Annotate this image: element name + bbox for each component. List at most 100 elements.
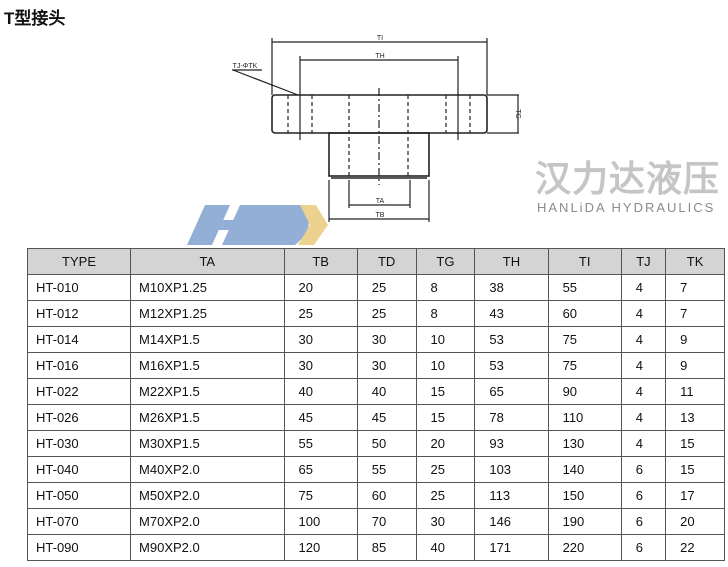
cell-th: 78 — [474, 404, 549, 431]
cell-th: 171 — [474, 534, 549, 561]
cell-ta: M26XP1.5 — [130, 404, 285, 431]
cell-type: HT-040 — [26, 456, 132, 483]
column-header-td: TD — [356, 248, 417, 275]
cell-type: HT-090 — [26, 534, 132, 561]
column-header-tk: TK — [665, 248, 725, 275]
cell-tj: 6 — [620, 508, 667, 535]
cell-th: 53 — [474, 352, 549, 379]
cell-type: HT-026 — [26, 404, 132, 431]
cell-tg: 10 — [415, 352, 476, 379]
column-header-th: TH — [474, 248, 549, 275]
cell-ta: M10XP1.25 — [130, 274, 285, 301]
cell-tb: 30 — [283, 352, 358, 379]
cell-ti: 150 — [547, 482, 622, 509]
cell-type: HT-022 — [26, 378, 132, 405]
cell-tk: 13 — [665, 404, 725, 431]
label-th: TH — [375, 53, 384, 60]
cell-tb: 25 — [283, 300, 358, 327]
column-header-tb: TB — [283, 248, 358, 275]
cell-tg: 25 — [415, 482, 476, 509]
cell-type: HT-030 — [26, 430, 132, 457]
cell-ta: M16XP1.5 — [130, 352, 285, 379]
label-tb: TB — [376, 212, 385, 219]
cell-th: 38 — [474, 274, 549, 301]
cell-tj: 4 — [620, 274, 667, 301]
cell-tk: 22 — [665, 534, 725, 561]
cell-ti: 140 — [547, 456, 622, 483]
cell-ta: M30XP1.5 — [130, 430, 285, 457]
cell-th: 146 — [474, 508, 549, 535]
cell-tj: 6 — [620, 534, 667, 561]
cell-tg: 25 — [415, 456, 476, 483]
cell-type: HT-014 — [26, 326, 132, 353]
page-title: T型接头 — [4, 9, 66, 28]
table-row: HT-014 M14XP1.5 30 30 10 53 75 4 9 — [26, 326, 725, 353]
table-row: HT-050 M50XP2.0 75 60 25 113 150 6 17 — [26, 482, 725, 509]
cell-tg: 8 — [415, 300, 476, 327]
cell-tj: 4 — [620, 300, 667, 327]
cell-td: 40 — [356, 378, 417, 405]
cell-type: HT-070 — [26, 508, 132, 535]
cell-ta: M40XP2.0 — [130, 456, 285, 483]
cell-th: 65 — [474, 378, 549, 405]
cell-tb: 55 — [283, 430, 358, 457]
cell-ta: M12XP1.25 — [130, 300, 285, 327]
table-row: HT-030 M30XP1.5 55 50 20 93 130 4 15 — [26, 430, 725, 457]
table-row: HT-022 M22XP1.5 40 40 15 65 90 4 11 — [26, 378, 725, 405]
cell-ta: M90XP2.0 — [130, 534, 285, 561]
label-tg: TG — [514, 109, 521, 119]
cell-tg: 15 — [415, 378, 476, 405]
cell-tj: 6 — [620, 482, 667, 509]
label-ta: TA — [376, 198, 385, 205]
cell-tb: 65 — [283, 456, 358, 483]
cell-tg: 20 — [415, 430, 476, 457]
cell-tk: 11 — [665, 378, 725, 405]
cell-tb: 120 — [283, 534, 358, 561]
cell-th: 53 — [474, 326, 549, 353]
watermark-cn: 汉力达液压 — [535, 159, 721, 200]
cell-tk: 17 — [665, 482, 725, 509]
cell-tk: 9 — [665, 352, 725, 379]
dimension-lines — [232, 38, 519, 222]
cell-ti: 55 — [547, 274, 622, 301]
cell-td: 25 — [356, 274, 417, 301]
cell-tb: 20 — [283, 274, 358, 301]
cell-ti: 130 — [547, 430, 622, 457]
cell-th: 103 — [474, 456, 549, 483]
cell-tk: 15 — [665, 430, 725, 457]
cell-ti: 60 — [547, 300, 622, 327]
cell-ta: M50XP2.0 — [130, 482, 285, 509]
cell-ta: M14XP1.5 — [130, 326, 285, 353]
cell-type: HT-010 — [26, 274, 132, 301]
cell-type: HT-012 — [26, 300, 132, 327]
cell-type: HT-016 — [26, 352, 132, 379]
cell-ti: 190 — [547, 508, 622, 535]
table-row: HT-090 M90XP2.0 120 85 40 171 220 6 22 — [26, 534, 725, 561]
cell-ti: 75 — [547, 352, 622, 379]
table-row: HT-010 M10XP1.25 20 25 8 38 55 4 7 — [26, 274, 725, 301]
cell-tb: 30 — [283, 326, 358, 353]
label-ti: TI — [377, 35, 383, 42]
label-tj-tk: TJ-ΦTK — [233, 63, 258, 70]
cell-tj: 4 — [620, 404, 667, 431]
cell-tb: 75 — [283, 482, 358, 509]
cell-tb: 40 — [283, 378, 358, 405]
cell-tb: 45 — [283, 404, 358, 431]
cell-tk: 7 — [665, 274, 725, 301]
cell-tk: 7 — [665, 300, 725, 327]
cell-tg: 40 — [415, 534, 476, 561]
cell-ta: M22XP1.5 — [130, 378, 285, 405]
cell-tb: 100 — [283, 508, 358, 535]
cell-tj: 6 — [620, 456, 667, 483]
cell-tk: 9 — [665, 326, 725, 353]
cell-ti: 75 — [547, 326, 622, 353]
cell-tk: 20 — [665, 508, 725, 535]
cell-tg: 10 — [415, 326, 476, 353]
table-row: HT-016 M16XP1.5 30 30 10 53 75 4 9 — [26, 352, 725, 379]
table-row: HT-012 M12XP1.25 25 25 8 43 60 4 7 — [26, 300, 725, 327]
column-header-tj: TJ — [620, 248, 667, 275]
cell-tj: 4 — [620, 352, 667, 379]
cell-td: 30 — [356, 326, 417, 353]
